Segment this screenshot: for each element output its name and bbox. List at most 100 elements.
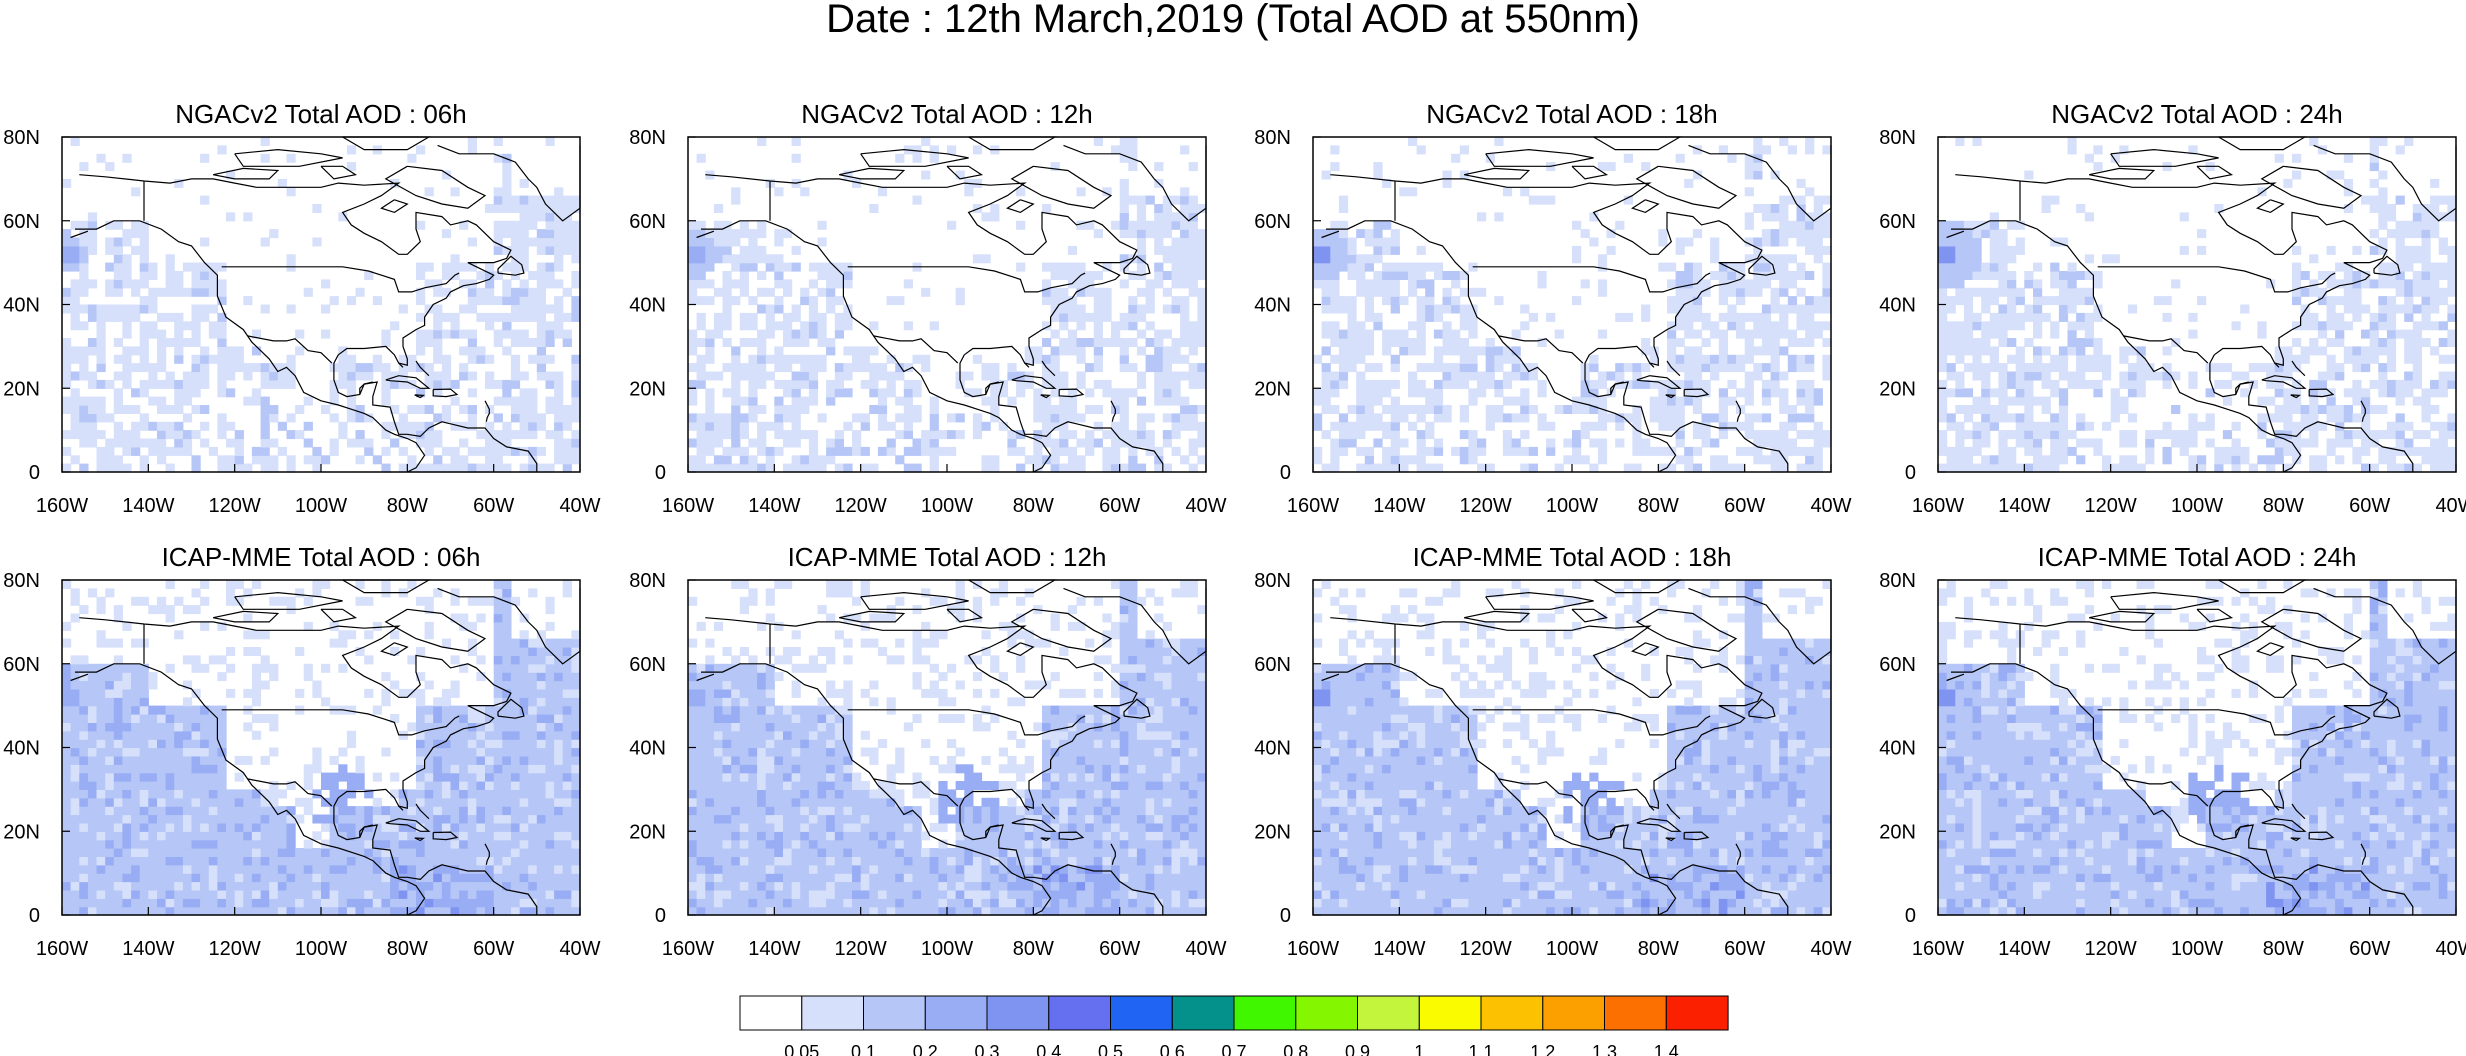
aod-cell <box>200 856 210 866</box>
x-tick-label: 60W <box>1724 495 1765 517</box>
aod-cell <box>70 430 80 440</box>
aod-cell <box>1761 455 1772 465</box>
aod-cell <box>476 463 486 473</box>
aod-cell <box>217 279 227 289</box>
aod-cell <box>87 680 98 690</box>
aod-cell <box>1059 262 1069 272</box>
aod-cell <box>295 797 305 807</box>
aod-cell <box>1347 421 1357 431</box>
aod-cell <box>165 421 175 431</box>
aod-cell <box>2248 379 2258 389</box>
aod-cell <box>398 839 408 849</box>
aod-cell <box>1589 237 1599 247</box>
aod-cell <box>2093 338 2103 347</box>
aod-cell <box>303 672 313 682</box>
aod-cell <box>536 463 546 473</box>
aod-cell <box>1373 229 1383 239</box>
aod-cell <box>1477 371 1487 381</box>
aod-cell <box>1718 296 1728 306</box>
aod-cell <box>441 881 452 891</box>
aod-cell <box>441 714 452 723</box>
aod-cell <box>1050 271 1060 280</box>
aod-cell <box>1989 245 1999 255</box>
aod-cell <box>1692 262 1703 272</box>
aod-cell <box>765 254 775 264</box>
aod-cell <box>450 822 460 832</box>
aod-cell <box>131 764 141 774</box>
aod-cell <box>1753 346 1763 356</box>
aod-cell <box>2369 162 2379 172</box>
aod-cell <box>467 237 477 247</box>
coastline-path <box>1006 199 1035 214</box>
aod-cell <box>96 789 106 799</box>
aod-cell <box>424 881 434 891</box>
aod-cell <box>1162 396 1172 406</box>
aod-cell <box>234 889 244 899</box>
aod-cell <box>243 797 253 807</box>
aod-cell <box>834 446 844 456</box>
aod-cell <box>1963 329 1974 339</box>
aod-cell <box>1364 279 1374 289</box>
aod-cell <box>96 430 106 440</box>
aod-cell <box>139 889 149 899</box>
aod-cell <box>2395 229 2405 239</box>
aod-cell <box>148 321 158 331</box>
aod-cell <box>217 672 227 682</box>
aod-cell <box>2058 271 2069 280</box>
coastline-path <box>705 174 1138 366</box>
y-tick-label: 40N <box>1254 295 1291 317</box>
aod-cell <box>174 839 184 849</box>
aod-cell <box>416 881 426 891</box>
aod-cell <box>1981 296 1991 306</box>
aod-cell <box>972 388 983 398</box>
aod-cell <box>2231 438 2241 448</box>
aod-cell <box>416 722 426 732</box>
aod-cell <box>79 688 89 698</box>
aod-cell <box>1180 262 1190 272</box>
y-tick-label: 0 <box>655 462 666 484</box>
aod-cell <box>2015 354 2025 364</box>
aod-cell <box>493 338 503 347</box>
aod-cell <box>1408 346 1418 356</box>
aod-cell <box>852 354 862 364</box>
aod-cell <box>424 379 434 389</box>
aod-cell <box>105 237 115 247</box>
aod-cell <box>87 797 98 807</box>
aod-cell <box>1416 271 1426 280</box>
aod-cell <box>1154 455 1164 465</box>
aod-cell <box>165 714 175 723</box>
aod-cell <box>1692 463 1703 473</box>
aod-cell <box>1998 245 2008 255</box>
aod-cell <box>2404 329 2414 339</box>
aod-cell <box>2412 354 2422 364</box>
coastline-path <box>234 148 343 167</box>
aod-cell <box>2352 354 2362 364</box>
aod-cell <box>191 287 201 297</box>
aod-cell <box>1641 162 1651 172</box>
aod-cell <box>765 321 775 331</box>
aod-cell <box>2119 379 2129 389</box>
aod-cell <box>1761 212 1772 222</box>
aod-cell <box>182 739 193 749</box>
aod-cell <box>1572 254 1582 264</box>
aod-cell <box>1796 396 1806 406</box>
aod-cell <box>1989 321 1999 331</box>
aod-cell <box>1744 220 1754 230</box>
aod-cell <box>2283 363 2293 373</box>
aod-cell <box>757 379 767 389</box>
aod-cell <box>1197 204 1207 213</box>
x-tick-label: 100W <box>295 495 347 517</box>
aod-cell <box>2033 446 2043 456</box>
aod-cell <box>200 814 210 824</box>
aod-cell <box>182 379 193 389</box>
aod-cell <box>191 747 201 757</box>
aod-cell <box>2007 379 2017 389</box>
x-tick-label: 160W <box>1912 495 1964 517</box>
aod-cell <box>571 195 581 205</box>
aod-cell <box>1468 446 1478 456</box>
coastline-path <box>1024 362 1030 368</box>
aod-cell <box>912 145 922 155</box>
aod-cell <box>191 722 201 732</box>
aod-cell <box>148 379 158 389</box>
aod-cell <box>113 906 123 916</box>
